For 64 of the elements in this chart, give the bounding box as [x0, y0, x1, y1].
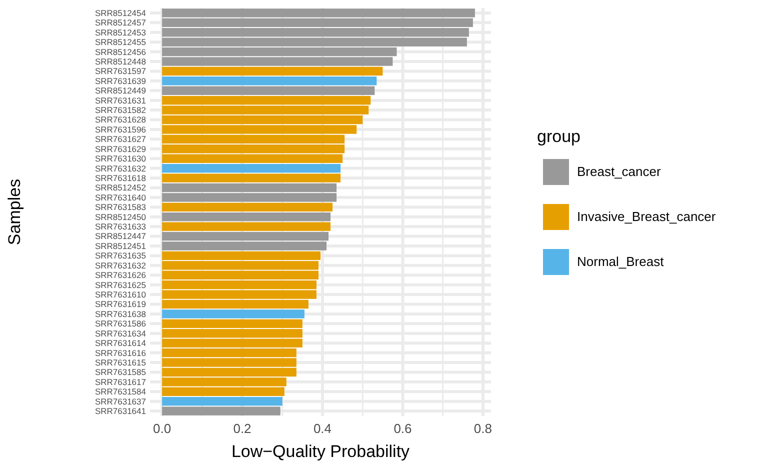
y-tick-label: SRR7631615 [94, 357, 146, 368]
legend-title: group [537, 127, 580, 146]
bar [162, 310, 304, 318]
x-tick-label: 0.2 [233, 421, 252, 436]
y-tick-label: SRR7631632 [94, 163, 146, 174]
bar [162, 86, 375, 95]
y-tick-label: SRR8512449 [94, 86, 146, 96]
y-tick-label: SRR7631610 [94, 290, 146, 300]
y-tick-label: SRR8512455 [94, 37, 146, 48]
y-tick-label: SRR7631634 [94, 328, 146, 338]
bar [162, 76, 377, 86]
y-axis-title: Samples [5, 178, 24, 246]
bar [162, 174, 341, 182]
x-tick-label: 0.0 [152, 421, 172, 436]
bar [162, 66, 383, 76]
y-tick-label: SRR7631582 [94, 105, 146, 116]
y-tick-label: SRR7631627 [94, 134, 146, 144]
y-tick-label: SRR7631584 [94, 386, 146, 397]
bar [162, 222, 331, 231]
y-tick-label: SRR7631638 [94, 308, 146, 319]
x-tick-label: 0.4 [313, 421, 332, 436]
y-tick-label: SRR7631586 [94, 318, 146, 329]
y-tick-label: SRR7631641 [94, 406, 146, 416]
y-tick-label: SRR7631635 [94, 250, 146, 261]
y-tick-label: SRR7631628 [94, 114, 146, 125]
bar [162, 202, 333, 212]
y-tick-label: SRR8512456 [94, 46, 146, 57]
legend-label: Normal_Breast [577, 254, 664, 269]
y-tick-label: SRR7631618 [94, 172, 146, 183]
y-tick-label: SRR7631597 [94, 66, 146, 76]
y-tick-label: SRR7631637 [94, 396, 146, 406]
y-tick-label: SRR7631596 [94, 124, 146, 134]
bar [162, 164, 341, 173]
y-tick-label: SRR7631585 [94, 367, 146, 378]
legend-label: Invasive_Breast_cancer [577, 209, 716, 224]
bar [162, 406, 280, 416]
y-tick-label: SRR8512453 [94, 27, 146, 38]
y-tick-label: SRR8512450 [94, 212, 146, 222]
y-tick-label: SRR7631629 [94, 144, 146, 154]
y-tick-label: SRR7631640 [94, 192, 146, 202]
x-tick-label: 0.6 [394, 421, 412, 436]
y-tick-label: SRR7631626 [94, 270, 146, 280]
y-tick-label: SRR7631617 [94, 376, 146, 387]
y-tick-label: SRR8512447 [94, 231, 146, 242]
bar [162, 396, 282, 406]
x-tick-label: 0.8 [474, 421, 492, 436]
legend-label: Breast_cancer [577, 164, 662, 179]
y-tick-label: SRR7631633 [94, 222, 146, 232]
y-tick-label: SRR8512457 [94, 18, 146, 28]
y-tick-label: SRR8512452 [94, 182, 146, 193]
y-tick-label: SRR7631614 [94, 338, 146, 348]
y-tick-label: SRR7631583 [94, 202, 146, 212]
y-tick-label: SRR7631632 [94, 260, 146, 270]
y-tick-label: SRR7631616 [94, 348, 146, 358]
y-tick-label: SRR7631639 [94, 76, 146, 86]
y-tick-label: SRR7631619 [94, 299, 146, 310]
y-tick-label: SRR7631625 [94, 280, 146, 290]
y-tick-label: SRR8512448 [94, 56, 146, 66]
y-tick-label: SRR7631630 [94, 154, 146, 164]
y-tick-label: SRR8512454 [94, 8, 146, 18]
x-axis-title: Low−Quality Probability [231, 442, 410, 461]
bar [162, 212, 331, 222]
y-tick-label: SRR8512451 [94, 240, 146, 251]
y-tick-label: SRR7631631 [94, 95, 146, 106]
